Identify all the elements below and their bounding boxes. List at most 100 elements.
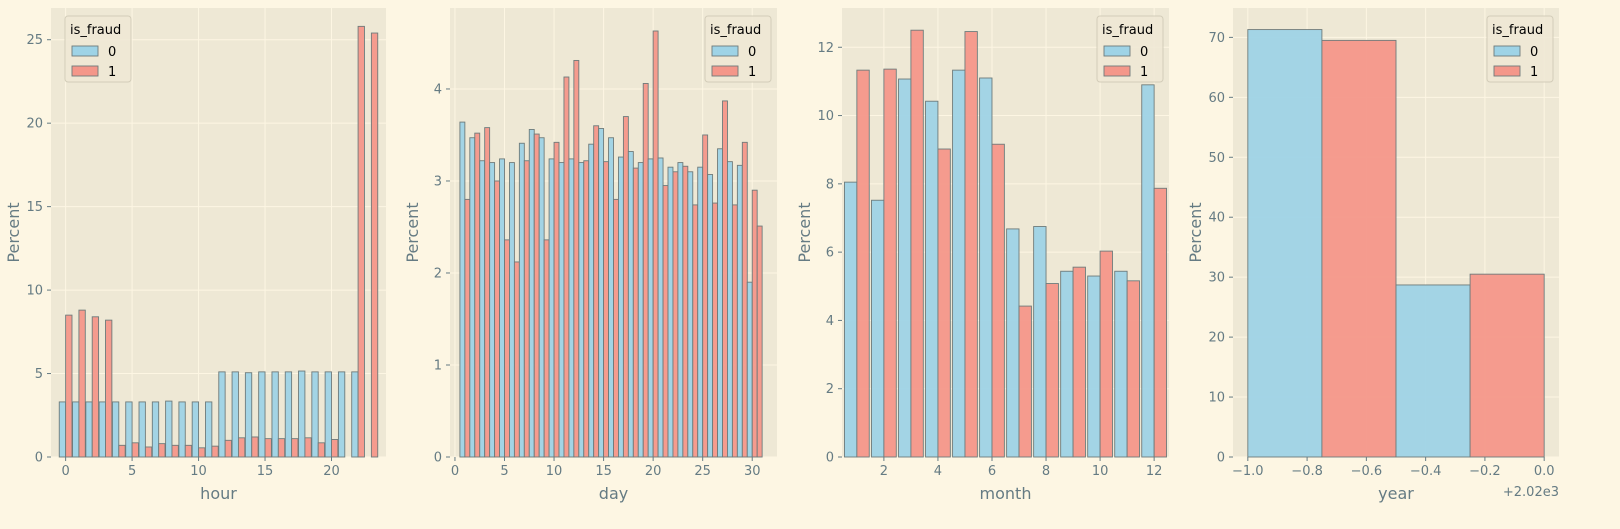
bar-series-0	[979, 77, 993, 458]
legend: is_fraud 0 1	[64, 15, 132, 83]
bar-series-1	[158, 443, 166, 458]
bar-series-0	[165, 400, 173, 458]
legend-label-1: 1	[108, 65, 116, 80]
y-tick-label: 25	[26, 33, 43, 48]
bar-series-0	[258, 371, 266, 458]
bar-series-1	[652, 30, 659, 458]
y-tick-label: 1	[434, 358, 442, 373]
bar-series-0	[324, 371, 332, 458]
bar-series-0	[151, 401, 160, 458]
bar-series-0	[1141, 84, 1155, 458]
bar-series-1	[731, 204, 738, 458]
x-tick-label: 0	[61, 464, 69, 479]
x-axis-label: month	[980, 484, 1032, 503]
bar-series-0	[717, 148, 723, 458]
bar-series-0	[191, 401, 200, 458]
bar-series-0	[538, 137, 545, 458]
bar-series-0	[244, 372, 253, 458]
bar-series-0	[647, 158, 654, 458]
bar-series-1	[504, 239, 510, 458]
y-tick-label: 60	[1208, 91, 1225, 106]
bar-series-0	[98, 401, 106, 458]
bar-series-0	[925, 100, 939, 458]
bar-series-1	[91, 316, 100, 458]
bar-series-1	[474, 132, 481, 458]
bar-series-0	[489, 162, 496, 458]
bar-series-1	[304, 437, 312, 458]
bar-series-0	[231, 371, 239, 458]
bar-series-1	[964, 31, 978, 458]
x-tick-label: 5	[500, 464, 508, 479]
y-tick-label: 10	[1208, 391, 1225, 406]
x-tick-label: −0.2	[1469, 464, 1501, 479]
y-tick-label: 8	[826, 177, 834, 192]
bar-series-0	[548, 158, 555, 458]
bar-series-1	[573, 59, 580, 458]
bar-series-1	[563, 76, 570, 458]
bar-series-0	[898, 78, 912, 458]
bar-series-0	[608, 137, 614, 458]
legend-swatch-1	[711, 65, 739, 77]
bar-series-1	[613, 198, 619, 458]
y-tick-label: 2	[434, 266, 442, 281]
bar-series-1	[543, 239, 550, 458]
bar-series-0	[479, 160, 486, 458]
y-tick-label: 70	[1208, 31, 1225, 46]
bar-series-0	[1006, 228, 1020, 458]
bar-series-0	[218, 371, 226, 458]
bar-series-0	[271, 371, 279, 458]
bar-series-0	[1087, 275, 1101, 458]
x-axis-label: day	[599, 484, 628, 503]
bar-series-1	[741, 141, 748, 458]
x-tick-label: 10	[1092, 464, 1109, 479]
legend-title: is_fraud	[1492, 23, 1543, 38]
bar-series-0	[311, 371, 319, 458]
x-tick-label: 0	[451, 464, 459, 479]
legend-swatch-0	[711, 45, 739, 57]
legend: is_fraud 0 1	[704, 15, 772, 83]
legend-title: is_fraud	[1102, 23, 1153, 38]
bar-series-0	[284, 371, 293, 458]
x-tick-label: 10	[190, 464, 207, 479]
bar-series-0	[844, 181, 858, 458]
bar-series-1	[237, 437, 246, 458]
bar-series-1	[883, 68, 897, 458]
bar-series-1	[622, 116, 629, 458]
bar-series-1	[722, 100, 728, 458]
bar-series-0	[727, 161, 733, 458]
bar-series-1	[682, 165, 689, 458]
bar-series-0	[298, 370, 306, 458]
bar-series-0	[205, 401, 213, 458]
bar-series-1	[171, 444, 179, 458]
bar-series-0	[518, 142, 525, 458]
bar-series-1	[1045, 283, 1059, 458]
x-axis-label: hour	[200, 484, 237, 503]
bar-series-0	[697, 166, 704, 458]
bar-series-1	[144, 446, 153, 458]
bar-series-0	[85, 401, 93, 458]
y-tick-label: 0	[1217, 451, 1225, 466]
bar-series-0	[637, 162, 644, 458]
bar-series-0	[568, 158, 575, 458]
bar-series-1	[856, 69, 870, 458]
legend-label-0: 0	[1530, 45, 1538, 60]
bar-series-0	[667, 166, 674, 458]
bar-series-1	[211, 445, 219, 458]
bar-series-0	[952, 69, 966, 458]
bar-series-1	[331, 439, 339, 458]
bar-series-0	[1033, 226, 1047, 458]
bar-series-1	[484, 127, 491, 458]
bar-series-1	[642, 82, 649, 458]
x-tick-label: 15	[257, 464, 274, 479]
legend-swatch-1	[1103, 65, 1131, 77]
y-tick-label: 0	[35, 451, 43, 466]
y-tick-label: 0	[434, 451, 442, 466]
bar-series-0	[598, 128, 605, 458]
x-tick-label: 2	[880, 464, 888, 479]
bar-series-0	[578, 162, 585, 458]
bar-series-1	[991, 143, 1005, 458]
y-tick-label: 20	[1208, 331, 1225, 346]
bar-series-1	[357, 25, 365, 458]
y-axis-label: Percent	[795, 202, 814, 262]
